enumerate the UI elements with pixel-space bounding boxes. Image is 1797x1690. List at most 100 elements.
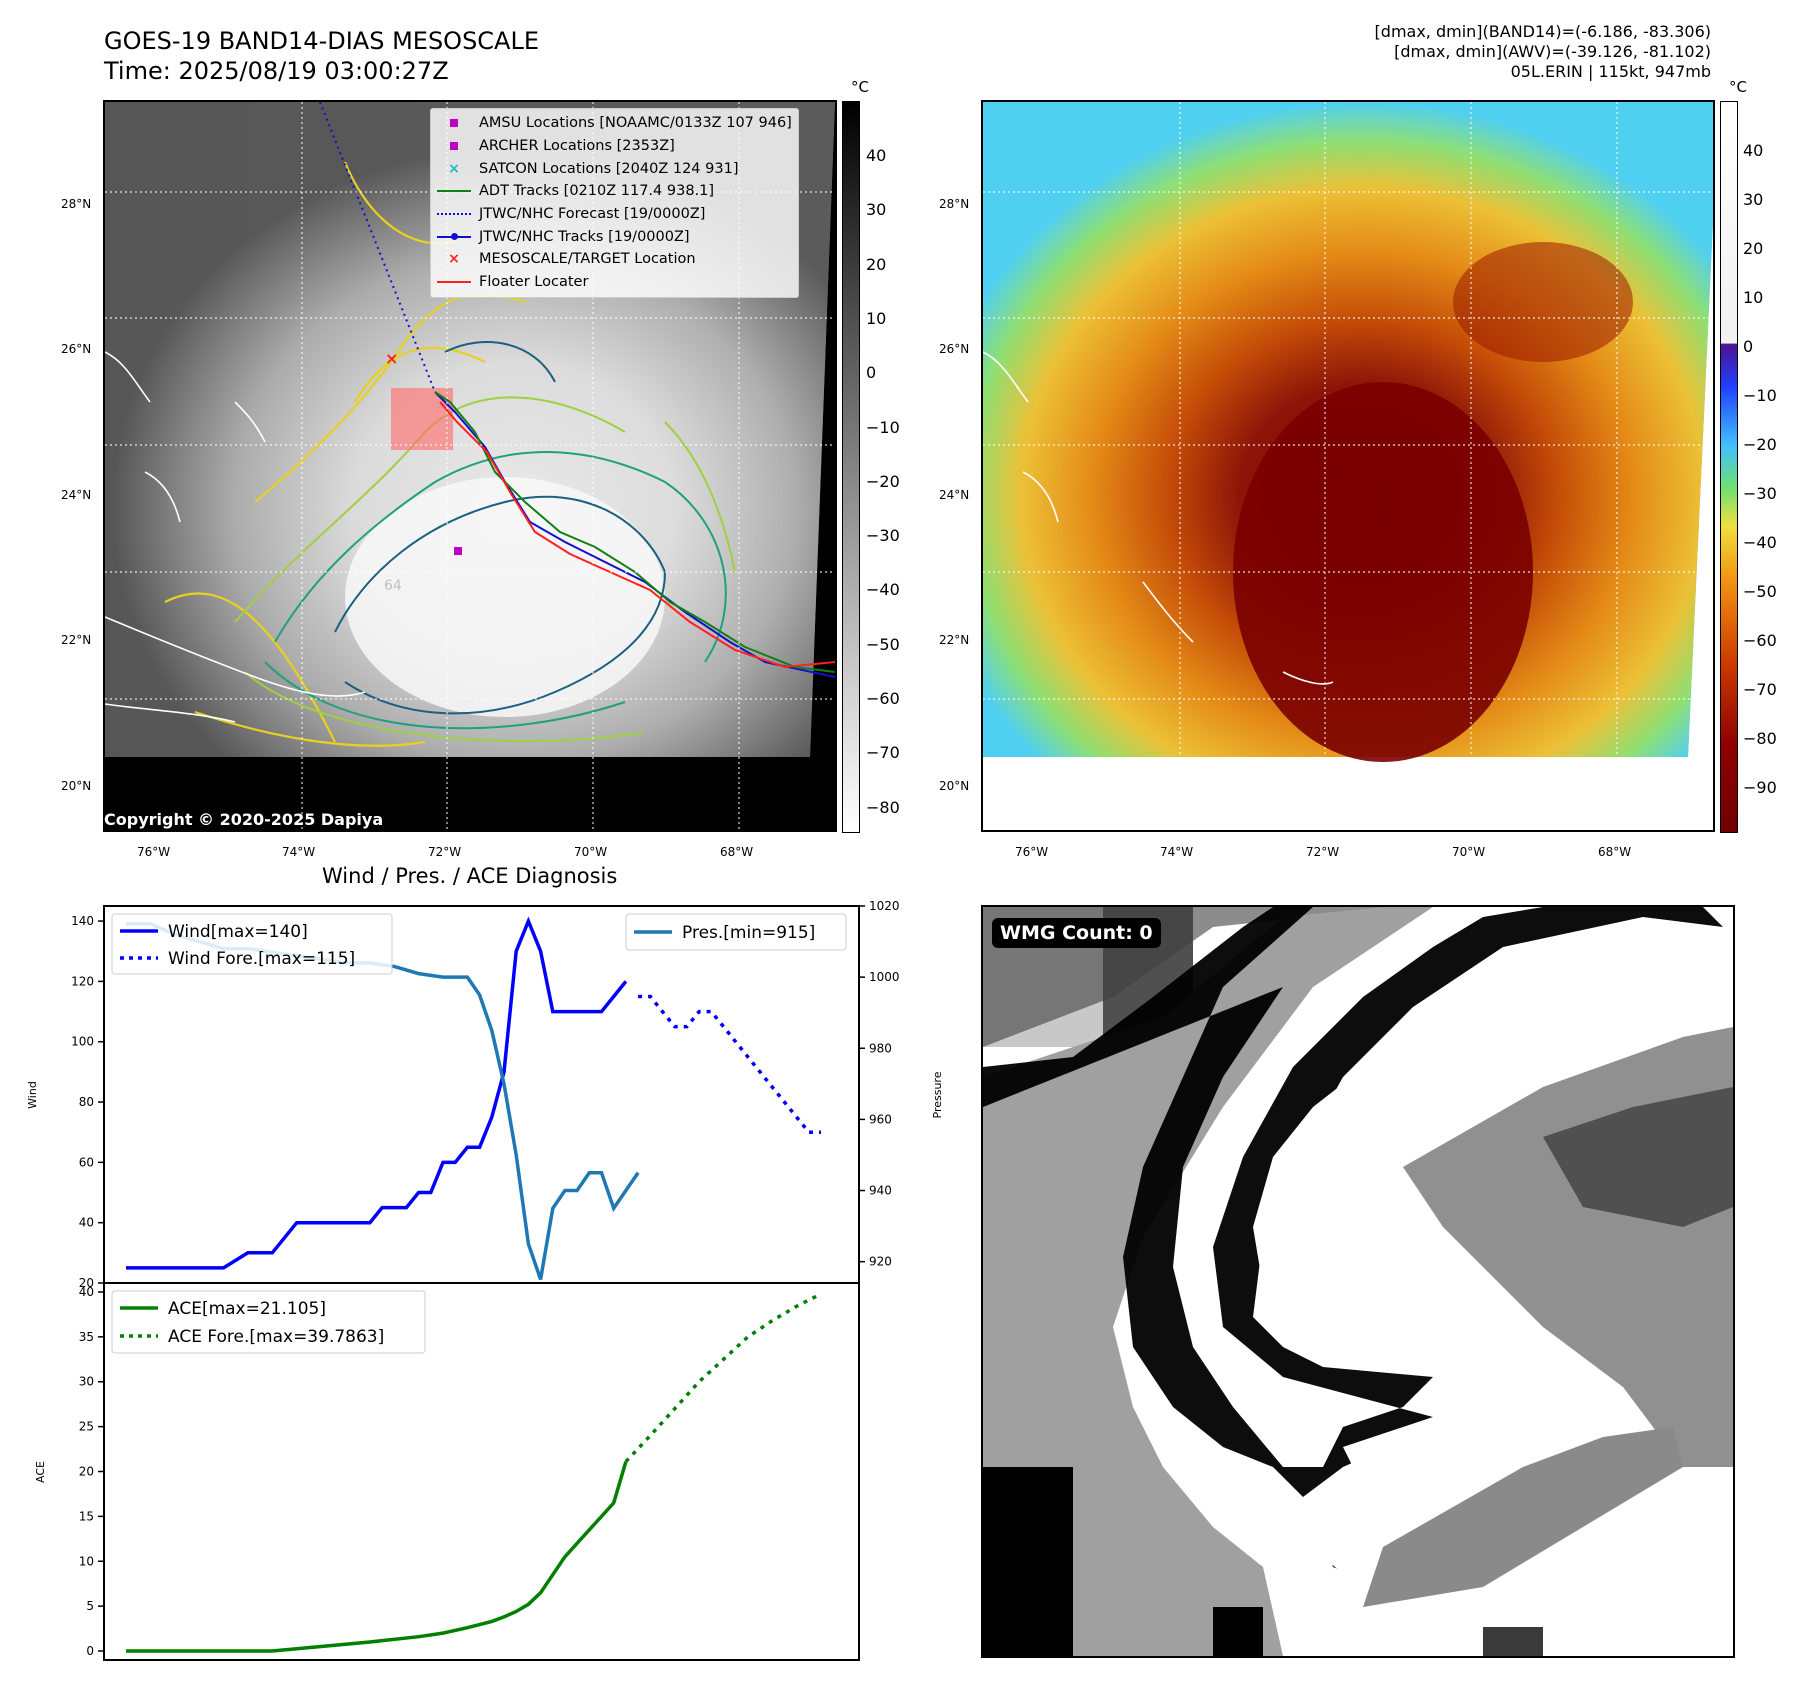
colorbar-tick-label: −40	[1743, 533, 1777, 552]
longitude-label: 68°W	[720, 845, 754, 859]
dias-map-panel	[981, 100, 1715, 832]
latitude-label: 22°N	[61, 633, 92, 647]
colorbar-tick-label: 10	[866, 308, 887, 328]
colorbar-tick-label: −80	[866, 797, 900, 817]
pressure-series-line	[126, 922, 640, 1280]
pressure-ytick-label: 980	[869, 1041, 892, 1055]
colorbar-tick-label: 20	[1743, 239, 1764, 258]
longitude-label: 72°W	[428, 845, 462, 859]
ace-ytick-label: 15	[79, 1509, 94, 1523]
latitude-label: 26°N	[61, 342, 92, 356]
wind-ytick-label: 20	[79, 1276, 94, 1290]
wind-ytick-label: 100	[71, 1035, 94, 1049]
color-colorbar-unit: °C	[1729, 78, 1747, 96]
figure-title-line2: Time: 2025/08/19 03:00:27Z	[104, 57, 449, 85]
wind-legend-entry-label: Wind[max=140]	[168, 922, 308, 942]
latitude-label: 20°N	[939, 779, 970, 793]
colorbar-tick-label: −90	[1743, 778, 1777, 797]
ace-ytick-label: 5	[86, 1599, 94, 1613]
ace-forecast-legend-entry-label: ACE Fore.[max=39.7863]	[168, 1327, 384, 1347]
colorbar-tick-label: −40	[866, 580, 900, 600]
svg-text:×: ×	[385, 349, 398, 368]
ace-legend-entry-label: ACE[max=21.105]	[168, 1299, 326, 1319]
latitude-label: 28°N	[61, 197, 92, 211]
colorbar-tick-label: −30	[866, 526, 900, 546]
ace-plot-frame	[103, 1282, 860, 1661]
stats-storm: 05L.ERIN | 115kt, 947mb	[1510, 62, 1711, 81]
longitude-label: 72°W	[1306, 845, 1340, 859]
latitude-label: 22°N	[939, 633, 970, 647]
latitude-label: 24°N	[939, 488, 970, 502]
ace-series-line	[126, 1461, 628, 1653]
longitude-label: 76°W	[1015, 845, 1049, 859]
pressure-axis-label: Pressure	[931, 1071, 944, 1118]
wind-forecast-series-line	[638, 994, 821, 1134]
x-marker-icon: ×	[448, 251, 460, 268]
legend-target: × MESOSCALE/TARGET Location	[437, 248, 792, 271]
ace-ytick-label: 40	[79, 1285, 94, 1299]
colorbar-tick-label: −80	[1743, 729, 1777, 748]
colorbar-tick-label: 30	[866, 200, 887, 220]
storm-stats: [dmax, dmin](BAND14)=(-6.186, -83.306) […	[1375, 22, 1711, 82]
colorbar-tick-label: 0	[866, 363, 877, 383]
longitude-label: 74°W	[282, 845, 316, 859]
map-legend: AMSU Locations [NOAAMC/0133Z 107 946] AR…	[430, 108, 799, 298]
colorbar-tick-label: −20	[866, 471, 900, 491]
wind-series-line	[126, 916, 628, 1270]
colorbar-tick-label: 40	[1743, 141, 1764, 160]
latitude-label: 20°N	[61, 779, 92, 793]
longitude-label: 76°W	[137, 845, 171, 859]
pressure-ytick-label: 960	[869, 1112, 892, 1126]
pressure-ytick-label: 920	[869, 1255, 892, 1269]
colorbar-tick-label: −70	[1743, 680, 1777, 699]
ace-ytick-label: 35	[79, 1330, 94, 1344]
ace-ytick-label: 10	[79, 1554, 94, 1568]
colorbar-tick-label: 0	[1743, 337, 1754, 356]
gray-colorbar-unit: °C	[851, 78, 869, 96]
wmg-count-badge: WMG Count: 0	[992, 918, 1161, 948]
latitude-label: 24°N	[61, 488, 92, 502]
stats-band14: [dmax, dmin](BAND14)=(-6.186, -83.306)	[1374, 22, 1711, 41]
ace-ytick-label: 0	[86, 1644, 94, 1658]
colorbar-tick-label: −10	[866, 417, 900, 437]
wind-plot-frame	[103, 905, 860, 1284]
colorbar-tick-label: −10	[1743, 386, 1777, 405]
legend-adt: ADT Tracks [0210Z 117.4 938.1]	[437, 180, 792, 203]
ace-ytick-label: 30	[79, 1375, 94, 1389]
contour-label: 64	[384, 578, 402, 594]
longitude-label: 68°W	[1598, 845, 1632, 859]
colorbar-tick-label: −60	[1743, 631, 1777, 650]
figure-title-line1: GOES-19 BAND14-DIAS MESOSCALE	[104, 27, 540, 55]
ace-legend	[111, 1290, 426, 1354]
longitude-label: 70°W	[574, 845, 608, 859]
latitude-label: 26°N	[939, 342, 970, 356]
pressure-ytick-label: 940	[869, 1184, 892, 1198]
wind-ytick-label: 120	[71, 974, 94, 988]
wind-forecast-legend-entry-label: Wind Fore.[max=115]	[168, 949, 355, 969]
copyright-text: Copyright © 2020-2025 Dapiya	[104, 810, 384, 829]
colorbar-tick-label: −30	[1743, 484, 1777, 503]
dotted-line-icon	[437, 207, 471, 221]
ace-axis-label: ACE	[34, 1461, 47, 1483]
longitude-label: 70°W	[1452, 845, 1486, 859]
color-colorbar	[1720, 101, 1738, 833]
colorbar-tick-label: 40	[866, 146, 887, 165]
colorbar-tick-label: −50	[866, 634, 900, 654]
legend-floater: Floater Locater	[437, 271, 792, 294]
colorbar-tick-label: −20	[1743, 435, 1777, 454]
pressure-ytick-label: 1020	[869, 899, 900, 913]
line-icon	[437, 184, 471, 198]
line-dot-icon	[437, 230, 471, 244]
wmg-panel	[981, 905, 1735, 1658]
colorbar-tick-label: −50	[1743, 582, 1777, 601]
wind-ytick-label: 140	[71, 914, 94, 928]
line-icon	[437, 275, 471, 289]
wmg-image	[983, 907, 1733, 1656]
ace-ytick-label: 25	[79, 1420, 94, 1434]
longitude-label: 74°W	[1160, 845, 1194, 859]
pressure-ytick-label: 1000	[869, 970, 900, 984]
square-marker-icon	[437, 116, 471, 130]
x-marker-icon: ×	[448, 160, 460, 177]
legend-forecast: JTWC/NHC Forecast [19/0000Z]	[437, 203, 792, 226]
colorbar-tick-label: −60	[866, 689, 900, 708]
